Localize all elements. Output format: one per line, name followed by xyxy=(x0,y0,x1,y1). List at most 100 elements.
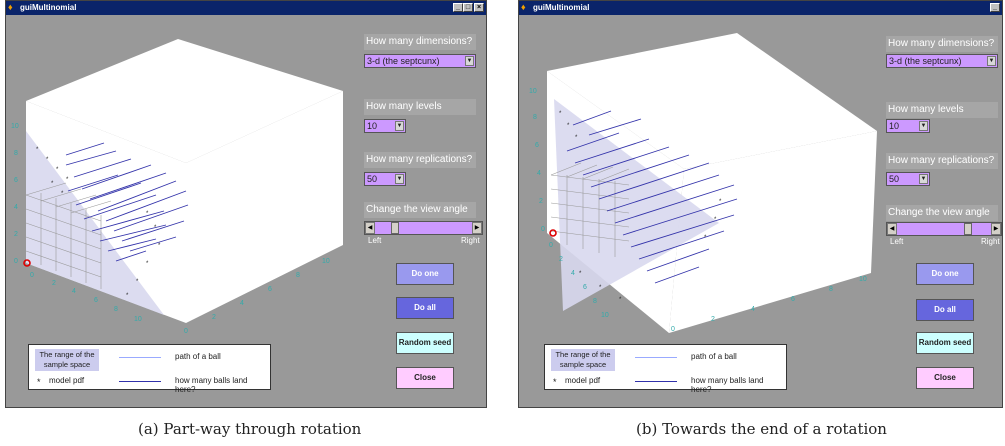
do-all-button[interactable]: Do all xyxy=(916,299,974,321)
panel-b: ♦ guiMultinomial _ xyxy=(518,0,1003,408)
axis-ticks-vertical: 0 2 4 6 8 10 xyxy=(529,88,545,233)
svg-text:*: * xyxy=(146,211,149,217)
origin-marker xyxy=(23,259,31,267)
panel-a: ♦ guiMultinomial _ □ × xyxy=(5,0,487,408)
svg-text:10: 10 xyxy=(529,88,537,95)
cube-right-face xyxy=(669,131,877,333)
chevron-down-icon[interactable]: ▼ xyxy=(465,56,474,66)
svg-text:4: 4 xyxy=(240,300,244,307)
svg-text:0: 0 xyxy=(184,328,188,335)
dimensions-select[interactable]: 3-d (the septcunx) ▼ xyxy=(886,54,998,68)
svg-text:*: * xyxy=(56,167,59,173)
replications-select[interactable]: 50 ▼ xyxy=(886,172,930,186)
random-seed-button[interactable]: Random seed xyxy=(396,332,454,354)
svg-text:8: 8 xyxy=(593,298,597,305)
axis-ticks-left: 0 2 4 6 8 10 xyxy=(549,242,609,319)
slider-right-arrow-icon[interactable]: ▶ xyxy=(472,222,482,234)
dimensions-select[interactable]: 3-d (the septcunx) ▼ xyxy=(364,54,476,68)
legend-star-icon: * xyxy=(553,377,557,387)
legend-land-label: how many balls land here? xyxy=(691,376,764,394)
svg-text:10: 10 xyxy=(11,123,19,130)
view-angle-slider[interactable]: ◀ ▶ xyxy=(886,222,1002,236)
do-one-button[interactable]: Do one xyxy=(916,263,974,285)
svg-text:*: * xyxy=(146,261,149,267)
plot-area: * * * * * * * * * 0 2 4 6 8 10 0 2 4 6 8 10 0 … xyxy=(529,33,877,333)
replications-label: How many replications? xyxy=(364,152,476,168)
axis-ticks-right: 0 2 4 6 8 10 xyxy=(184,258,330,335)
legend-land-label: how many balls land here? xyxy=(175,376,248,394)
svg-text:*: * xyxy=(66,177,69,183)
chevron-down-icon[interactable]: ▼ xyxy=(919,174,928,184)
window-title: guiMultinomial xyxy=(533,3,590,12)
levels-select[interactable]: 10 ▼ xyxy=(886,119,930,133)
slider-left-label: Left xyxy=(368,236,382,245)
view-angle-label: Change the view angle xyxy=(364,202,476,218)
legend-path-label: path of a ball xyxy=(175,352,221,361)
svg-text:*: * xyxy=(579,271,582,277)
maximize-icon[interactable]: □ xyxy=(463,3,473,12)
random-seed-button[interactable]: Random seed xyxy=(916,332,974,354)
levels-label: How many levels xyxy=(364,99,476,115)
view-angle-slider[interactable]: ◀ ▶ xyxy=(364,221,483,235)
minimize-icon[interactable]: _ xyxy=(990,3,1000,12)
replications-value: 50 xyxy=(889,174,900,184)
svg-text:6: 6 xyxy=(94,297,98,304)
svg-text:8: 8 xyxy=(114,306,118,313)
chevron-down-icon[interactable]: ▼ xyxy=(919,121,928,131)
svg-text:4: 4 xyxy=(751,306,755,313)
close-button[interactable]: Close xyxy=(916,367,974,389)
legend-path-line xyxy=(119,357,161,358)
svg-text:10: 10 xyxy=(134,316,142,323)
chevron-down-icon[interactable]: ▼ xyxy=(395,121,404,131)
dimensions-label: How many dimensions? xyxy=(364,34,476,50)
svg-text:0: 0 xyxy=(541,226,545,233)
caption-b: (b) Towards the end of a rotation xyxy=(636,420,887,438)
ball-paths xyxy=(566,110,738,284)
svg-text:10: 10 xyxy=(859,276,867,283)
slider-thumb[interactable] xyxy=(964,223,973,235)
slider-left-arrow-icon[interactable]: ◀ xyxy=(365,222,375,234)
levels-select[interactable]: 10 ▼ xyxy=(364,119,406,133)
dimensions-value: 3-d (the septcunx) xyxy=(889,56,962,66)
slider-left-label: Left xyxy=(890,237,904,246)
grid-lattice xyxy=(550,162,630,257)
svg-text:0: 0 xyxy=(14,258,18,265)
ball-paths xyxy=(65,142,189,262)
slider-right-arrow-icon[interactable]: ▶ xyxy=(991,223,1001,235)
close-button[interactable]: Close xyxy=(396,367,454,389)
axis-ticks-right: 0 2 4 6 8 10 xyxy=(671,276,867,333)
svg-text:2: 2 xyxy=(14,231,18,238)
axis-ticks-left: 0 2 4 6 8 10 xyxy=(30,272,142,323)
svg-text:8: 8 xyxy=(296,272,300,279)
legend-range-swatch: The range of the sample space xyxy=(551,349,615,371)
replications-select[interactable]: 50 ▼ xyxy=(364,172,406,186)
svg-text:8: 8 xyxy=(533,114,537,121)
svg-text:4: 4 xyxy=(571,270,575,277)
levels-value: 10 xyxy=(889,121,900,131)
svg-text:10: 10 xyxy=(322,258,330,265)
svg-text:6: 6 xyxy=(535,142,539,149)
cube-top-face xyxy=(26,39,343,163)
svg-text:*: * xyxy=(136,279,139,285)
svg-text:0: 0 xyxy=(671,326,675,333)
chevron-down-icon[interactable]: ▼ xyxy=(987,56,996,66)
minimize-icon[interactable]: _ xyxy=(453,3,463,12)
close-icon[interactable]: × xyxy=(474,3,484,12)
svg-text:*: * xyxy=(61,191,64,197)
slider-left-arrow-icon[interactable]: ◀ xyxy=(887,223,897,235)
legend: The range of the sample space * model pd… xyxy=(28,344,271,394)
do-all-button[interactable]: Do all xyxy=(396,297,454,319)
replications-value: 50 xyxy=(367,174,378,184)
legend-model-pdf: model pdf xyxy=(565,376,601,385)
caption-a: (a) Part-way through rotation xyxy=(138,420,362,438)
svg-text:*: * xyxy=(704,235,707,241)
slider-thumb[interactable] xyxy=(391,222,400,234)
dimensions-label: How many dimensions? xyxy=(886,36,998,52)
title-bar: ♦ guiMultinomial _ □ × xyxy=(6,1,486,15)
svg-text:0: 0 xyxy=(30,272,34,279)
chevron-down-icon[interactable]: ▼ xyxy=(395,174,404,184)
title-bar: ♦ guiMultinomial _ xyxy=(519,1,1002,15)
svg-text:2: 2 xyxy=(711,316,715,323)
do-one-button[interactable]: Do one xyxy=(396,263,454,285)
svg-text:4: 4 xyxy=(72,288,76,295)
